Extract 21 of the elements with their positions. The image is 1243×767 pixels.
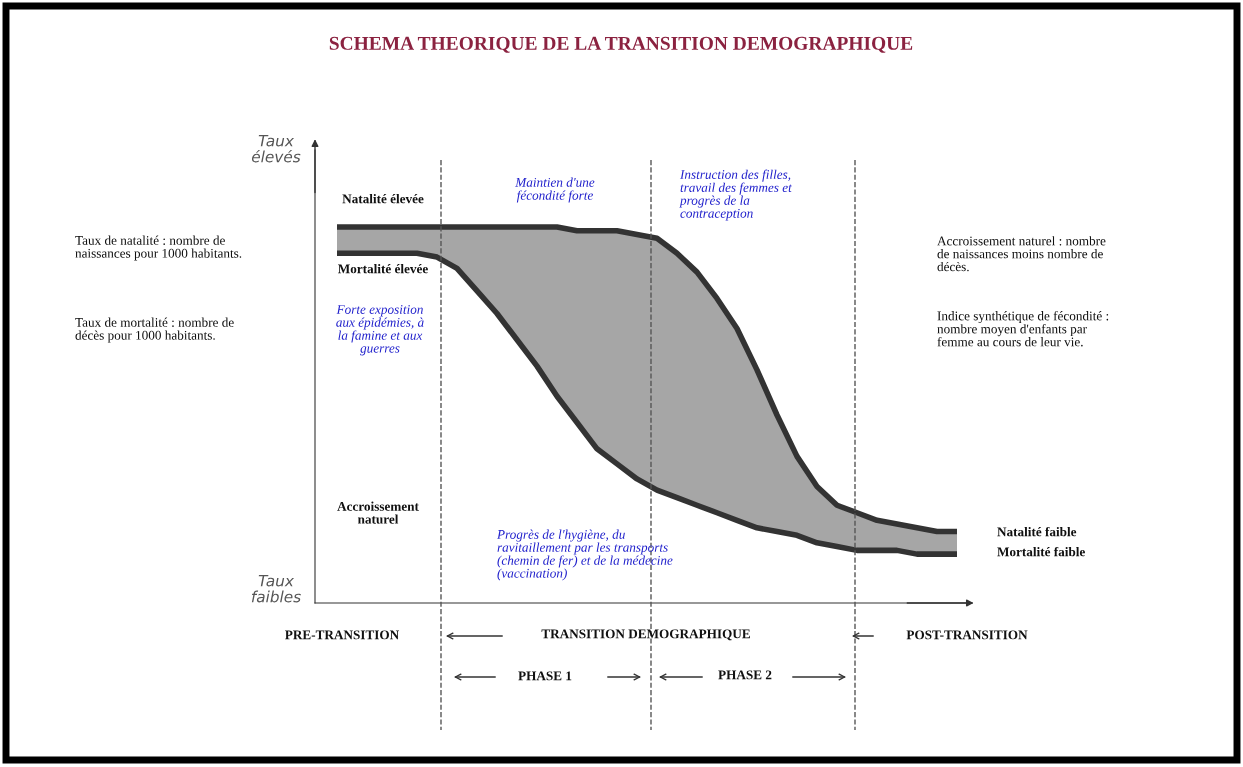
text: Taux élevés: [251, 135, 301, 163]
text: Taux de natalité : nombre de naissances pour 1000 habitants.: [75, 235, 242, 261]
text: Taux faibles: [251, 575, 301, 603]
text: Mortalité faible: [997, 546, 1085, 557]
text: PHASE 2: [718, 670, 772, 680]
text: Taux de mortalité : nombre de décès pour 1000 habitants.: [75, 317, 234, 343]
annotation: Mortalité élevée: [337, 264, 428, 274]
annotation: Accroissement naturel: [337, 501, 419, 524]
annotation: Forte exposition aux épidémies, à la famine et aux guerres: [336, 305, 424, 356]
annotation: Indice synthétique de fécondité : nombre moyen d'enfants par femme au cours de leur vie.: [937, 310, 1109, 347]
text: POST-TRANSITION: [906, 630, 1028, 640]
text: PHASE 1: [518, 671, 572, 681]
chart-title: SCHEMA THEORIQUE DE LA TRANSITION DEMOGRAPHIQUE: [329, 36, 913, 53]
annotation: Accroissement naturel : nombre de naissances moins nombre de décès.: [937, 236, 1106, 272]
text: Natalité faible: [997, 526, 1077, 537]
text: Instruction des filles, travail des femmes et progrès de la contraception: [679, 169, 793, 221]
text: Maintien d'une fécondité forte: [515, 177, 595, 203]
annotation: Progrès de l'hygiène, du ravitaillement par les transports (chemin de fer) et de la médecine (vaccination): [496, 529, 673, 581]
text: PRE-TRANSITION: [285, 630, 400, 640]
text: Natalité élevée: [342, 194, 424, 204]
text: TRANSITION DEMOGRAPHIQUE: [541, 629, 750, 641]
